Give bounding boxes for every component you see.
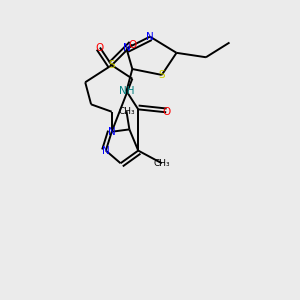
Text: NH: NH (119, 86, 134, 96)
Text: N: N (146, 32, 154, 42)
Text: CH₃: CH₃ (154, 159, 170, 168)
Text: N: N (102, 146, 110, 156)
Text: S: S (158, 70, 165, 80)
Text: S: S (108, 60, 115, 70)
Text: O: O (128, 40, 136, 50)
Text: O: O (96, 43, 104, 52)
Text: N: N (108, 127, 116, 137)
Text: O: O (162, 107, 170, 117)
Text: CH₃: CH₃ (118, 106, 135, 116)
Text: N: N (123, 44, 130, 53)
